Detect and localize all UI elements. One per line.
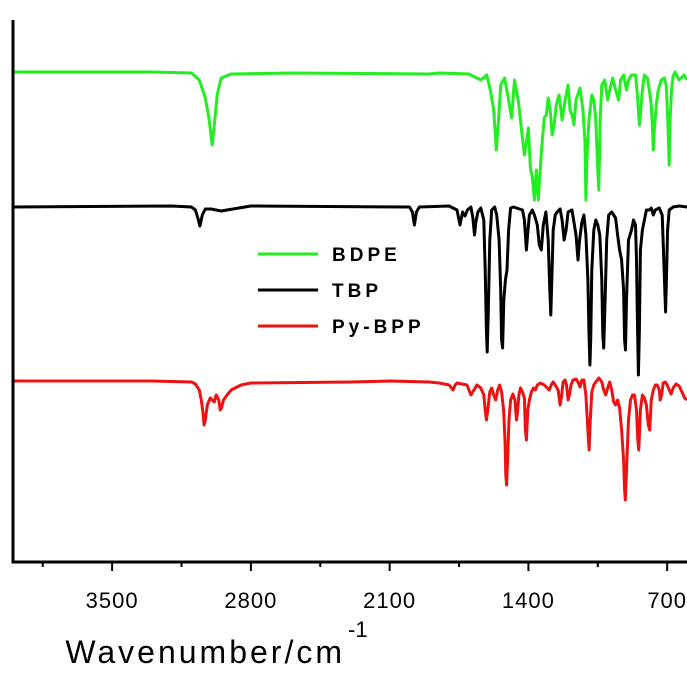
series-line-py-bpp <box>13 376 687 502</box>
x-tick-label-700: 700 <box>647 588 687 613</box>
series-layer <box>12 70 687 502</box>
legend: BDPE TBP Py-BPP <box>258 245 425 338</box>
x-tick-label-3500: 3500 <box>86 588 139 613</box>
legend-label-py-bpp: Py-BPP <box>332 317 425 338</box>
series-line-tbp <box>12 204 687 377</box>
legend-label-tbp: TBP <box>332 281 382 302</box>
x-ticks: 3500 2800 2100 1400 700 <box>41 562 687 613</box>
x-tick-label-1400: 1400 <box>502 588 555 613</box>
axes-layer <box>11 20 687 564</box>
x-tick-label-2800: 2800 <box>224 588 277 613</box>
x-axis-title-superscript: -1 <box>348 617 368 642</box>
x-tick-label-2100: 2100 <box>363 588 416 613</box>
legend-label-bdpe: BDPE <box>332 245 401 266</box>
x-axis-title: Wavenumber/cm <box>65 634 345 670</box>
series-line-bdpe <box>13 70 687 202</box>
